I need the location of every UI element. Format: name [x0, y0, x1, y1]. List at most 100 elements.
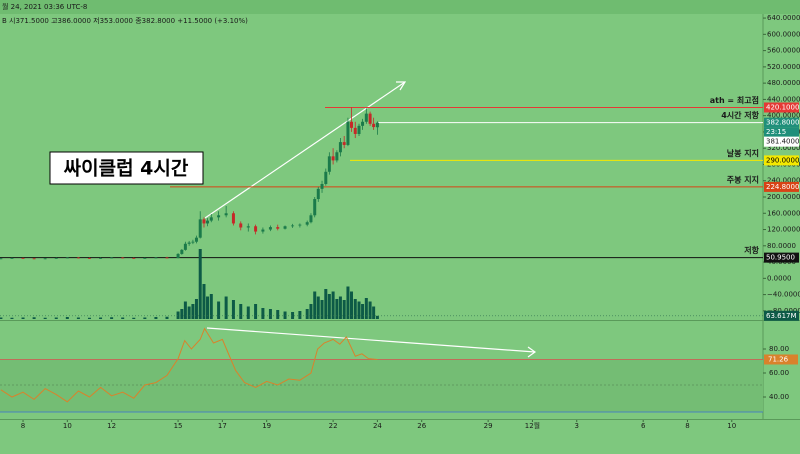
volume-bar: [338, 296, 342, 319]
candle-body: [335, 152, 339, 161]
y-tick-label: 80.00: [769, 345, 789, 353]
volume-bar: [10, 317, 14, 319]
candle-body: [246, 226, 250, 228]
y-tick-label: 240.0000: [767, 177, 800, 185]
arrow-head: [527, 346, 537, 358]
candle-body: [194, 237, 198, 242]
volume-bar: [283, 311, 287, 319]
candle-body: [283, 226, 287, 229]
price-tag: [764, 102, 799, 113]
candle-body: [364, 113, 368, 122]
volume-bar: [353, 299, 357, 319]
volume-bar: [224, 296, 228, 319]
candle-body: [187, 242, 191, 244]
y-tick-label: 560.0000: [767, 47, 800, 55]
rsi-band: [0, 359, 763, 412]
candle-body: [268, 227, 272, 230]
price-tag-label: 290.0000: [766, 156, 799, 164]
volume-bar: [309, 304, 313, 319]
x-tick-label: 12: [107, 422, 116, 430]
x-tick-label: 10: [727, 422, 736, 430]
candle-body: [65, 257, 69, 259]
candle-body: [76, 257, 80, 259]
volume-bar: [324, 289, 328, 319]
volume-bar: [276, 310, 280, 319]
candle-body: [165, 257, 169, 259]
volume-bar: [198, 249, 202, 319]
chart-title: 싸이클럽 4시간: [64, 158, 189, 180]
volume-bar: [180, 309, 184, 319]
y-tick-label: 160.0000: [767, 209, 800, 217]
candle-body: [353, 127, 357, 134]
volume-bar: [305, 309, 309, 319]
candle-body: [206, 220, 210, 224]
y-tick-label: 320.0000: [767, 144, 800, 152]
volume-bar: [143, 317, 147, 319]
candle-body: [43, 258, 47, 260]
volume-bar: [99, 317, 103, 319]
volume-bar: [316, 296, 320, 319]
candle-body: [327, 156, 331, 172]
candle-body: [342, 142, 346, 145]
volume-bar: [291, 312, 295, 319]
countdown-tag: [764, 127, 799, 137]
price-tag: [764, 155, 799, 166]
rsi-tag: [764, 354, 798, 365]
volume-bar: [121, 317, 125, 319]
volume-bar: [110, 317, 114, 319]
price-tag-label: 382.8000: [766, 119, 799, 127]
candle-body: [239, 223, 243, 228]
candle-body: [198, 219, 202, 238]
trend-line: [206, 327, 536, 353]
candle-body: [217, 215, 221, 218]
y-tick-label: 0.0000: [767, 274, 792, 282]
ohlc: B 시371.5000 고386.0000 저353.0000 종382.800…: [2, 16, 248, 25]
volume-bar: [313, 291, 317, 319]
x-tick-label: 3: [575, 422, 579, 430]
level-label: 4시간 저항: [721, 110, 759, 120]
x-tick-label: 10: [63, 422, 72, 430]
candle-body: [276, 227, 280, 229]
volume-bar: [254, 304, 258, 319]
candle-body: [32, 258, 36, 260]
candle-body: [309, 215, 313, 223]
y-tick-label: 600.0000: [767, 30, 800, 38]
candle-body: [99, 258, 103, 259]
volume-bar: [268, 309, 272, 319]
candle-body: [191, 241, 195, 243]
candle-body: [110, 257, 114, 259]
candle-body: [357, 125, 361, 134]
volume-bar: [21, 317, 25, 319]
candle-body: [87, 258, 91, 259]
arrow-head: [396, 81, 407, 91]
candle-body: [180, 249, 184, 254]
x-tick-label: 17: [218, 422, 227, 430]
volume-bar: [206, 296, 210, 319]
candle-body: [316, 188, 320, 200]
volume-bar: [261, 308, 265, 319]
candle-body: [254, 226, 258, 232]
volume-bar: [165, 316, 169, 319]
volume-bar: [217, 301, 221, 319]
candle-body: [10, 258, 14, 259]
level-label: ath = 최고점: [710, 95, 759, 105]
volume-bar: [375, 315, 379, 319]
candle-body: [372, 123, 376, 128]
volume-bar: [183, 301, 187, 319]
x-tick-label: 29: [484, 422, 493, 430]
level-label: 주봉 지지: [727, 174, 759, 184]
volume-bar: [364, 298, 368, 319]
candle-body: [154, 257, 158, 259]
price-tag: [764, 136, 799, 147]
volume-bar: [194, 299, 198, 319]
volume-bar: [43, 317, 47, 319]
y-tick-label: 120.0000: [767, 226, 800, 234]
volume-bar: [246, 306, 250, 319]
candle-body: [176, 253, 180, 258]
candle-body: [132, 258, 136, 259]
volume-bar: [320, 300, 324, 319]
volume-bar: [132, 317, 136, 319]
volume-bar: [209, 294, 213, 319]
x-tick-label: 8: [21, 422, 25, 430]
y-tick-label: 80.0000: [767, 242, 796, 250]
